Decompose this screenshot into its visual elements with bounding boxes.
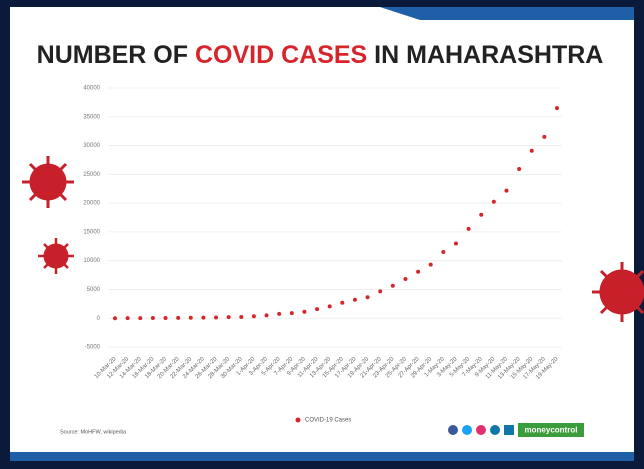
- data-point: [290, 311, 294, 315]
- data-point: [391, 284, 395, 288]
- data-point: [555, 106, 559, 110]
- bottom-stripe: [10, 452, 634, 461]
- data-point: [416, 270, 420, 274]
- data-point: [138, 316, 142, 320]
- source-note: Source: MoHFW, wikipedia: [60, 429, 127, 435]
- data-point: [467, 227, 471, 231]
- data-point: [479, 213, 483, 217]
- data-point: [454, 242, 458, 246]
- data-point: [176, 316, 180, 320]
- data-point: [252, 314, 256, 318]
- data-point: [214, 315, 218, 319]
- chart: NUMBER OF COVID CASES IN MAHARASHTRA Sou…: [0, 0, 644, 469]
- data-point: [340, 301, 344, 305]
- y-tick-label: 15000: [83, 229, 100, 235]
- y-tick-label: 40000: [83, 86, 100, 92]
- data-point: [227, 315, 231, 319]
- data-point: [441, 250, 445, 254]
- y-tick-label: -5000: [85, 345, 101, 351]
- data-point: [366, 295, 370, 299]
- data-point: [378, 289, 382, 293]
- y-tick-label: 30000: [83, 143, 100, 149]
- data-point: [403, 277, 407, 281]
- data-point: [504, 189, 508, 193]
- data-point: [265, 313, 269, 317]
- y-tick-label: 10000: [83, 258, 100, 264]
- data-point: [517, 167, 521, 171]
- data-point: [277, 312, 281, 316]
- panel: [10, 7, 634, 461]
- data-point: [151, 316, 155, 320]
- y-tick-label: 25000: [83, 172, 100, 178]
- data-point: [201, 316, 205, 320]
- title-part: IN MAHARASHTRA: [367, 41, 603, 69]
- data-point: [353, 298, 357, 302]
- legend-label: COVID-19 Cases: [305, 418, 351, 424]
- data-point: [239, 315, 243, 319]
- y-tick-label: 5000: [87, 287, 101, 293]
- data-point: [164, 316, 168, 320]
- y-tick-label: 20000: [83, 201, 100, 207]
- data-point: [530, 149, 534, 153]
- data-point: [315, 307, 319, 311]
- data-point: [492, 200, 496, 204]
- data-point: [328, 304, 332, 308]
- title-part: NUMBER OF: [37, 41, 195, 69]
- y-tick-label: 35000: [83, 114, 100, 120]
- top-stripe: [380, 7, 634, 20]
- chart-title: NUMBER OF COVID CASES IN MAHARASHTRA: [37, 41, 604, 69]
- brand: moneycontrol: [525, 426, 578, 435]
- data-point: [113, 316, 117, 320]
- data-point: [126, 316, 130, 320]
- title-highlight: COVID CASES: [195, 41, 367, 69]
- page: {"chart_data": {"type": "dotline", "titl…: [0, 0, 644, 469]
- data-point: [189, 316, 193, 320]
- data-point: [542, 135, 546, 139]
- data-point: [302, 310, 306, 314]
- legend-marker: [296, 418, 301, 423]
- data-point: [429, 263, 433, 267]
